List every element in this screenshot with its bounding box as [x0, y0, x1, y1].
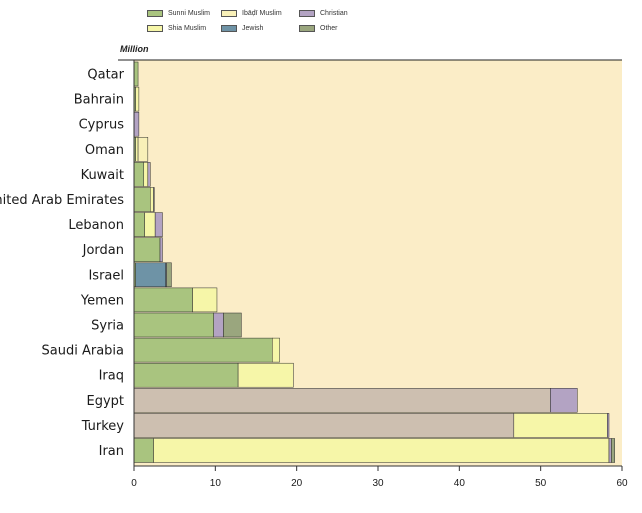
legend-swatch-shia — [147, 25, 163, 32]
legend-label-other: Other — [320, 25, 338, 32]
legend-item-sunni: Sunni Muslim — [147, 10, 210, 17]
legend-swatch-jewish — [221, 25, 237, 32]
y-tick-label: Turkey — [81, 419, 125, 434]
bar-turkey-christian — [607, 413, 610, 438]
x-tick-label: 40 — [454, 478, 466, 489]
bar-israel-other — [166, 262, 172, 288]
bar-jordan-christian — [159, 237, 163, 262]
legend-item-christian: Christian — [299, 10, 348, 17]
bar-kuwait-christian — [147, 162, 151, 187]
x-tick-label: 30 — [372, 478, 384, 489]
bar-qatar-sunni — [133, 61, 139, 87]
bar-syria-other — [223, 312, 242, 338]
x-tick-label: 0 — [131, 478, 137, 489]
y-tick-label: Kuwait — [81, 168, 124, 183]
bar-cyprus-christian — [133, 111, 140, 137]
y-tick-label: Iran — [99, 444, 124, 459]
bar-turkey-shia — [513, 413, 608, 438]
x-tick-label: 10 — [210, 478, 222, 489]
bar-iran-sunni — [133, 438, 154, 463]
legend-label-shia: Shia Muslim — [168, 25, 207, 32]
y-tick-label: Bahrain — [74, 93, 124, 108]
legend-label-sunni: Sunni Muslim — [168, 10, 211, 17]
bar-egypt-christian — [550, 388, 578, 413]
legend-swatch-christian — [299, 10, 315, 17]
bar-jordan-sunni — [133, 237, 161, 262]
legend-label-jewish: Jewish — [242, 25, 264, 32]
bar-saudi-arabia-shia — [272, 337, 280, 363]
legend-label-ibadi: Ibāḍī Muslim — [242, 10, 282, 17]
y-tick-label: Iraq — [99, 369, 124, 384]
y-tick-label: Lebanon — [68, 218, 124, 233]
y-tick-label: Qatar — [87, 68, 124, 83]
bar-oman-ibadi — [137, 137, 149, 162]
legend-item-ibadi: Ibāḍī Muslim — [221, 10, 282, 17]
bar-yemen-shia — [192, 287, 218, 313]
bar-iraq-shia — [237, 362, 294, 388]
bar-lebanon-shia — [144, 212, 156, 237]
bar-syria-christian — [213, 312, 224, 338]
y-tick-label: Egypt — [86, 394, 124, 409]
bar-kuwait-shia — [143, 162, 149, 187]
bar-kuwait-sunni — [133, 162, 145, 187]
bar-iran-shia — [153, 438, 610, 463]
bar-bahrain-shia — [135, 86, 140, 112]
x-tick-label: 60 — [616, 478, 628, 489]
bar-iran-christian — [608, 438, 612, 463]
bar-iran-other — [611, 438, 615, 463]
bar-egypt-sunni — [133, 388, 551, 413]
legend-swatch-other — [299, 25, 315, 32]
legend-item-shia: Shia Muslim — [147, 25, 206, 32]
bar-united-arab-emirates-shia — [150, 187, 154, 212]
y-tick-label: Yemen — [80, 293, 124, 308]
unit-label: Million — [120, 44, 149, 54]
legend-item-other: Other — [299, 25, 338, 32]
x-tick-label: 20 — [291, 478, 303, 489]
bar-oman-shia — [135, 137, 139, 162]
y-tick-label: Israel — [88, 268, 124, 283]
y-tick-label: Jordan — [82, 243, 124, 258]
legend-swatch-ibadi — [221, 10, 237, 17]
y-tick-label: Cyprus — [79, 118, 125, 133]
x-tick-label: 50 — [535, 478, 547, 489]
bar-united-arab-emirates-sunni — [133, 187, 151, 212]
bar-lebanon-sunni — [133, 212, 145, 237]
y-tick-label: United Arab Emirates — [0, 193, 124, 208]
legend-swatch-sunni — [147, 10, 163, 17]
legend-label-christian: Christian — [320, 10, 348, 17]
y-tick-label: Oman — [85, 143, 124, 158]
bar-saudi-arabia-sunni — [133, 337, 273, 363]
y-tick-label: Syria — [91, 319, 124, 334]
bar-lebanon-christian — [154, 212, 163, 237]
bar-syria-sunni — [133, 312, 214, 338]
y-tick-label: Saudi Arabia — [42, 344, 125, 359]
bar-yemen-sunni — [133, 287, 193, 313]
legend-item-jewish: Jewish — [221, 25, 263, 32]
bar-israel-jewish — [135, 262, 166, 288]
bar-iraq-sunni — [133, 362, 239, 388]
bar-united-arab-emirates-christian — [153, 187, 155, 212]
bar-turkey-sunni — [133, 413, 515, 438]
